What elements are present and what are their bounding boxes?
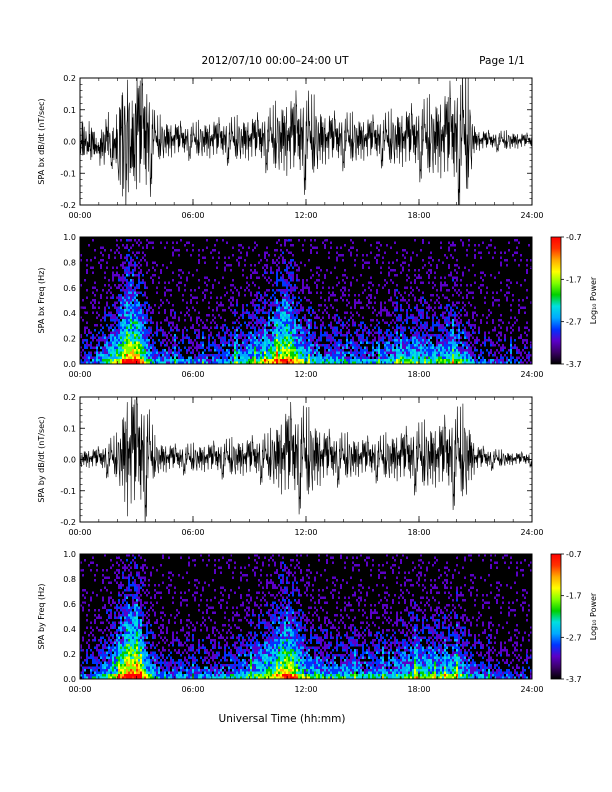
x-tick-label: 12:00 [294,211,317,220]
figure-title: 2012/07/10 00:00–24:00 UT [201,55,349,67]
colorbar: -0.7 -1.7 -2.7 -3.7 Log₁₀ Power [550,233,598,369]
waveform-trace [80,397,532,522]
colorbar-tick-label: -0.7 [566,550,582,559]
y-tick-label: 0.0 [63,360,76,369]
y-axis-label: SPA by dB/dt (nT/sec) [37,416,46,502]
x-tick-label: 12:00 [294,370,317,379]
x-tick-label: 00:00 [68,685,91,694]
x-tick-label: 12:00 [294,685,317,694]
y-tick-label: 0.2 [63,650,76,659]
y-axis-label: SPA by Freq (Hz) [37,584,46,650]
y-tick-label: 0.8 [63,258,76,267]
x-tick-label: 24:00 [520,685,543,694]
x-tick-label: 06:00 [181,211,204,220]
y-tick-label: 0.0 [63,456,76,465]
colorbar: -0.7 -1.7 -2.7 -3.7 Log₁₀ Power [550,550,598,684]
x-tick-label: 18:00 [407,370,430,379]
y-tick-label: 0.1 [63,424,76,433]
colorbar-tick-label: -1.7 [566,275,582,284]
colorbar-label: Log₁₀ Power [589,592,598,640]
y-tick-label: 1.0 [63,550,76,559]
x-tick-label: 18:00 [407,211,430,220]
panel-3: -0.2 -0.1 0.0 0.1 0.2 00:00 06:00 12:00 18:00 24:… [37,393,544,537]
y-tick-label: 0.4 [63,625,76,634]
colorbar-tick-label: -2.7 [566,633,582,642]
x-tick-label: 24:00 [520,370,543,379]
colorbar-label: Log₁₀ Power [589,276,598,324]
spectrogram-image [80,237,532,364]
panel-1: -0.2 -0.1 0.0 0.1 0.2 00:00 06:00 12:00 18:00 24:… [37,74,544,220]
x-tick-label: 24:00 [520,528,543,537]
y-tick-label: -0.2 [60,518,76,527]
y-tick-label: 0.4 [63,309,76,318]
x-tick-label: 06:00 [181,685,204,694]
page-indicator: Page 1/1 [479,55,525,67]
x-tick-label: 06:00 [181,370,204,379]
y-axis-label: SPA bx Freq (Hz) [37,268,46,334]
colorbar-tick-label: -3.7 [566,360,582,369]
colorbar-tick-label: -3.7 [566,675,582,684]
panels: -0.2 -0.1 0.0 0.1 0.2 00:00 06:00 12:00 18:00 24:… [37,74,598,725]
y-tick-label: 0.8 [63,575,76,584]
y-axis-label: SPA bx dB/dt (nT/sec) [37,98,46,184]
x-axis-label: Universal Time (hh:mm) [219,713,346,725]
x-tick-label: 06:00 [181,528,204,537]
y-tick-label: 0.2 [63,74,76,83]
x-tick-label: 00:00 [68,211,91,220]
y-tick-label: 0.0 [63,138,76,147]
y-tick-label: 0.1 [63,106,76,115]
x-tick-label: 18:00 [407,528,430,537]
y-tick-label: 0.2 [63,393,76,402]
x-tick-label: 12:00 [294,528,317,537]
colorbar-tick-label: -1.7 [566,592,582,601]
panel-2: -0.7 -1.7 -2.7 -3.7 Log₁₀ Power 0.0 0.2 0.4 0.6 0… [37,233,598,379]
y-tick-label: 1.0 [63,233,76,242]
panel-4: -0.7 -1.7 -2.7 -3.7 Log₁₀ Power 0.0 0.2 0.4 0.6 0… [37,550,598,725]
x-tick-label: 18:00 [407,685,430,694]
y-tick-label: 0.2 [63,335,76,344]
colorbar-tick-label: -2.7 [566,318,582,327]
x-tick-label: 24:00 [520,211,543,220]
colorbar-tick-label: -0.7 [566,233,582,242]
y-tick-label: 0.0 [63,675,76,684]
y-tick-label: 0.6 [63,284,76,293]
y-tick-label: 0.6 [63,600,76,609]
y-tick-label: -0.1 [60,487,76,496]
waveform-trace [80,78,532,205]
x-tick-label: 00:00 [68,528,91,537]
spectrogram-image [80,554,532,679]
y-tick-label: -0.1 [60,169,76,178]
y-tick-label: -0.2 [60,201,76,210]
x-tick-label: 00:00 [68,370,91,379]
